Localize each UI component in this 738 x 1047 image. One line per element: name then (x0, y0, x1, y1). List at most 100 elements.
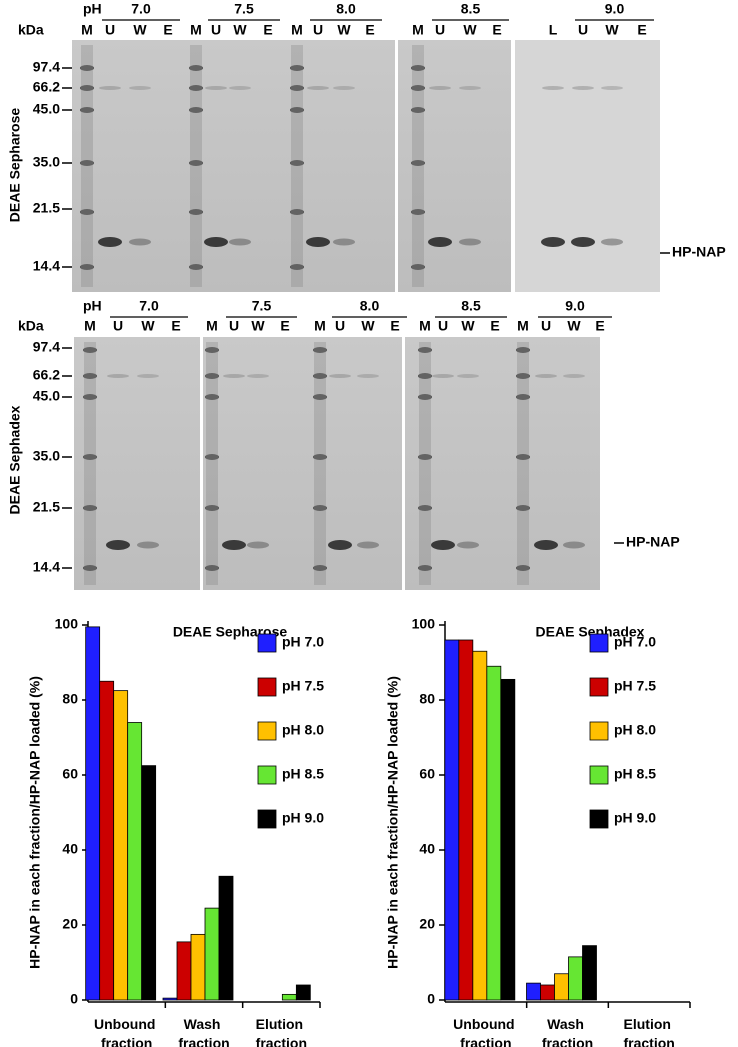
marker-band (516, 394, 530, 400)
marker-label: 35.0 (33, 448, 60, 464)
legend-label: pH 8.0 (282, 722, 324, 738)
protein-band (428, 237, 452, 247)
ph-label: pH (83, 1, 102, 17)
marker-label: 21.5 (33, 499, 60, 515)
marker-band (290, 65, 304, 71)
faint-band (129, 86, 151, 90)
legend-label: pH 7.5 (614, 678, 656, 694)
faint-band (229, 86, 251, 90)
y-tick-label: 20 (419, 916, 435, 932)
gel-panel (515, 40, 660, 292)
gel-side-label: DEAE Sepharose (7, 108, 23, 223)
legend-swatch (589, 633, 609, 653)
lane-label: M (84, 318, 96, 334)
marker-band (418, 394, 432, 400)
marker-band (411, 264, 425, 270)
lane-label: E (637, 22, 646, 38)
protein-band (563, 541, 585, 549)
x-tick-label: Wash fraction (178, 1016, 229, 1047)
gel-panel (398, 40, 511, 292)
marker-band (516, 347, 530, 353)
marker-band (189, 264, 203, 270)
lane-label: E (390, 318, 399, 334)
lane-label: U (438, 318, 448, 334)
marker-band (80, 264, 94, 270)
marker-band (290, 264, 304, 270)
protein-band (222, 540, 246, 550)
bar (281, 993, 297, 1001)
marker-band (80, 65, 94, 71)
lane-label: W (461, 318, 475, 334)
gel-panel (72, 40, 395, 292)
bar (218, 875, 234, 1001)
ph-group-label: 7.0 (131, 1, 151, 17)
lane-label: M (517, 318, 529, 334)
marker-smear (291, 45, 303, 287)
marker-band (411, 107, 425, 113)
protein-band (328, 540, 352, 550)
lane-label: M (412, 22, 424, 38)
marker-band (205, 505, 219, 511)
protein-band (534, 540, 558, 550)
gel-panel (74, 337, 200, 590)
lane-label: E (595, 318, 604, 334)
lane-label: E (490, 318, 499, 334)
lane-label: E (163, 22, 172, 38)
lane-label: U (435, 22, 445, 38)
lane-label: U (313, 22, 323, 38)
marker-band (80, 85, 94, 91)
marker-band (83, 454, 97, 460)
marker-smear (206, 342, 218, 585)
marker-band (205, 347, 219, 353)
faint-band (535, 374, 557, 378)
bar (162, 997, 178, 1001)
y-tick-label: 40 (62, 841, 78, 857)
y-tick-label: 60 (62, 766, 78, 782)
lane-label: E (365, 22, 374, 38)
marker-band (205, 394, 219, 400)
marker-smear (190, 45, 202, 287)
marker-smear (412, 45, 424, 287)
lane-label: M (81, 22, 93, 38)
gel-side-label: DEAE Sephadex (7, 405, 23, 514)
marker-band (205, 373, 219, 379)
ph-group-label: 7.5 (234, 1, 254, 17)
ph-group-label: 7.0 (139, 298, 159, 314)
marker-label: 14.4 (33, 258, 60, 274)
bar (486, 665, 502, 1001)
lane-label: E (171, 318, 180, 334)
faint-band (563, 374, 585, 378)
y-axis-label: HP-NAP in each fraction/HP-NAP loaded (%… (385, 676, 401, 969)
y-tick-label: 0 (70, 991, 78, 1007)
legend-label: pH 7.0 (614, 634, 656, 650)
bar (190, 933, 206, 1001)
protein-band (541, 237, 565, 247)
x-tick-label: Wash fraction (542, 1016, 593, 1047)
faint-band (429, 86, 451, 90)
bar (500, 678, 516, 1001)
lane-label: W (605, 22, 619, 38)
ph-group-label: 8.0 (360, 298, 380, 314)
protein-band (137, 541, 159, 549)
marker-smear (314, 342, 326, 585)
legend-label: pH 8.0 (614, 722, 656, 738)
band-label: HP-NAP (626, 534, 680, 550)
bar (540, 984, 555, 1001)
marker-band (83, 505, 97, 511)
marker-label: 21.5 (33, 200, 60, 216)
marker-band (516, 505, 530, 511)
bar (295, 984, 311, 1001)
lane-label: U (335, 318, 345, 334)
legend-swatch (589, 765, 609, 785)
faint-band (329, 374, 351, 378)
legend-swatch (589, 721, 609, 741)
lane-label: E (492, 22, 501, 38)
legend-label: pH 8.5 (282, 766, 324, 782)
protein-band (571, 237, 595, 247)
faint-band (542, 86, 564, 90)
marker-band (83, 565, 97, 571)
legend-label: pH 7.5 (282, 678, 324, 694)
y-tick-label: 100 (412, 616, 436, 632)
unit-label: kDa (18, 318, 44, 334)
marker-label: 97.4 (33, 59, 60, 75)
